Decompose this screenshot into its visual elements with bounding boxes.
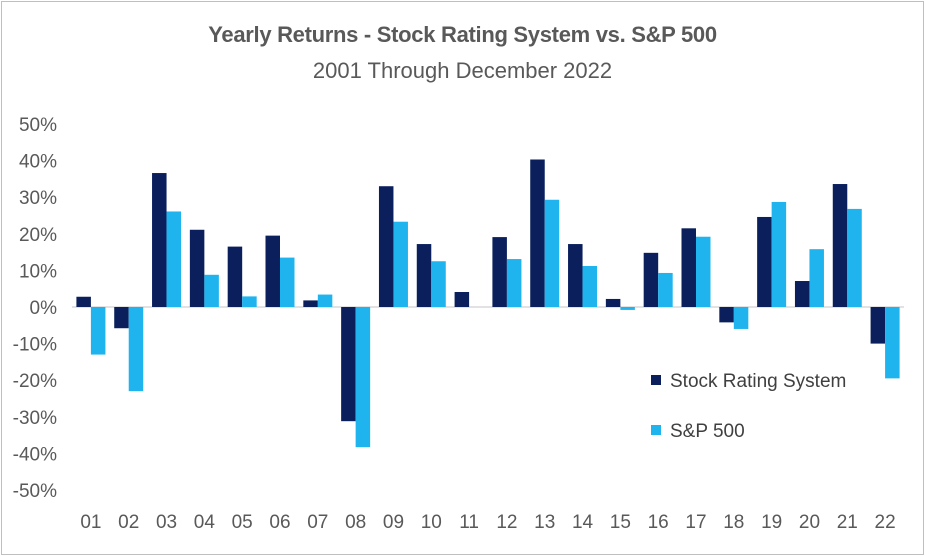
bar-sp500-09: [393, 221, 408, 307]
y-tick-label: -30%: [13, 408, 57, 429]
x-tick-label: 21: [837, 512, 858, 533]
legend-label: S&P 500: [670, 421, 745, 442]
bar-sp500-01: [90, 307, 106, 355]
bar-stock-rating-system-17: [681, 228, 696, 307]
bar-sp500-13: [544, 199, 560, 307]
bar-sp500-02: [128, 307, 144, 392]
bar-sp500-12: [506, 259, 522, 307]
bar-stock-rating-system-06: [265, 235, 280, 307]
x-tick-label: 13: [534, 512, 555, 533]
bar-sp500-16: [658, 272, 673, 307]
bar-stock-rating-system-02: [114, 307, 129, 329]
y-tick-label: 20%: [19, 225, 57, 246]
legend-swatch: [651, 425, 661, 435]
x-tick-label: 09: [383, 512, 404, 533]
bar-sp500-18: [733, 307, 749, 329]
y-tick-label: 50%: [19, 115, 57, 136]
bar-sp500-10: [431, 261, 446, 307]
legend: Stock Rating System S&P 500: [651, 371, 846, 442]
x-tick-label: 03: [156, 512, 177, 533]
legend-swatch: [651, 375, 661, 385]
bar-stock-rating-system-05: [227, 246, 243, 307]
bar-sp500-14: [582, 266, 598, 307]
x-tick-label: 02: [118, 512, 139, 533]
bars: [76, 159, 900, 448]
y-tick-label: -40%: [13, 444, 57, 465]
x-tick-label: 19: [761, 512, 782, 533]
bar-stock-rating-system-07: [303, 300, 318, 307]
bar-stock-rating-system-08: [341, 307, 356, 422]
x-tick-label: 14: [572, 512, 594, 533]
y-tick-label: 10%: [19, 261, 57, 282]
bar-stock-rating-system-13: [530, 159, 545, 307]
bar-stock-rating-system-16: [643, 252, 659, 307]
bar-stock-rating-system-10: [416, 244, 432, 307]
x-tick-label: 16: [648, 512, 669, 533]
bar-stock-rating-system-14: [568, 244, 583, 307]
bar-stock-rating-system-01: [76, 296, 91, 307]
bar-sp500-04: [204, 274, 219, 307]
bar-stock-rating-system-22: [870, 307, 886, 344]
chart-subtitle: 2001 Through December 2022: [312, 58, 613, 83]
bar-stock-rating-system-19: [757, 216, 772, 307]
x-tick-label: 06: [269, 512, 290, 533]
bar-sp500-20: [809, 249, 824, 307]
bar-stock-rating-system-03: [152, 173, 167, 307]
x-tick-label: 15: [610, 512, 631, 533]
bar-sp500-22: [885, 307, 900, 379]
x-tick-label: 01: [80, 512, 101, 533]
x-tick-label: 10: [421, 512, 442, 533]
bar-stock-rating-system-20: [794, 281, 810, 307]
bar-sp500-08: [355, 307, 371, 448]
bar-sp500-15: [620, 307, 635, 310]
bar-sp500-17: [696, 236, 711, 307]
x-tick-label: 07: [307, 512, 328, 533]
x-tick-label: 11: [459, 512, 479, 533]
x-tick-label: 22: [875, 512, 896, 533]
x-axis-ticks: 01 02 03 04 05 06 07 08 09 10 11 12 13 14 15 16 17 18 19 20…: [80, 512, 895, 533]
x-tick-label: 18: [723, 512, 744, 533]
y-tick-label: 0%: [30, 298, 58, 319]
y-tick-label: -10%: [13, 335, 57, 356]
bar-stock-rating-system-18: [719, 307, 734, 323]
x-tick-label: 04: [194, 512, 216, 533]
bar-sp500-05: [242, 296, 257, 307]
bar-sp500-07: [317, 294, 333, 307]
y-tick-label: 40%: [19, 152, 57, 173]
y-axis-ticks: 50% 40% 30% 20% 10% 0% -10% -20% -30% -40% -50%: [13, 115, 57, 502]
bar-stock-rating-system-11: [454, 291, 470, 307]
bar-sp500-03: [166, 211, 182, 307]
y-tick-label: 30%: [19, 188, 57, 209]
bar-stock-rating-system-09: [378, 186, 394, 307]
chart-title: Yearly Returns - Stock Rating System vs.…: [208, 22, 717, 47]
bar-sp500-06: [280, 257, 295, 307]
x-tick-label: 12: [496, 512, 517, 533]
bar-stock-rating-system-12: [492, 237, 507, 307]
x-tick-label: 08: [345, 512, 366, 533]
bar-stock-rating-system-15: [605, 298, 621, 307]
x-tick-label: 20: [799, 512, 820, 533]
y-tick-label: -20%: [13, 371, 57, 392]
x-tick-label: 05: [232, 512, 253, 533]
x-tick-label: 17: [685, 512, 706, 533]
bar-stock-rating-system-04: [189, 229, 205, 307]
y-tick-label: -50%: [13, 481, 57, 502]
legend-label: Stock Rating System: [670, 371, 846, 392]
bar-stock-rating-system-21: [832, 184, 848, 307]
bar-sp500-21: [847, 208, 862, 307]
bar-sp500-19: [771, 201, 787, 307]
